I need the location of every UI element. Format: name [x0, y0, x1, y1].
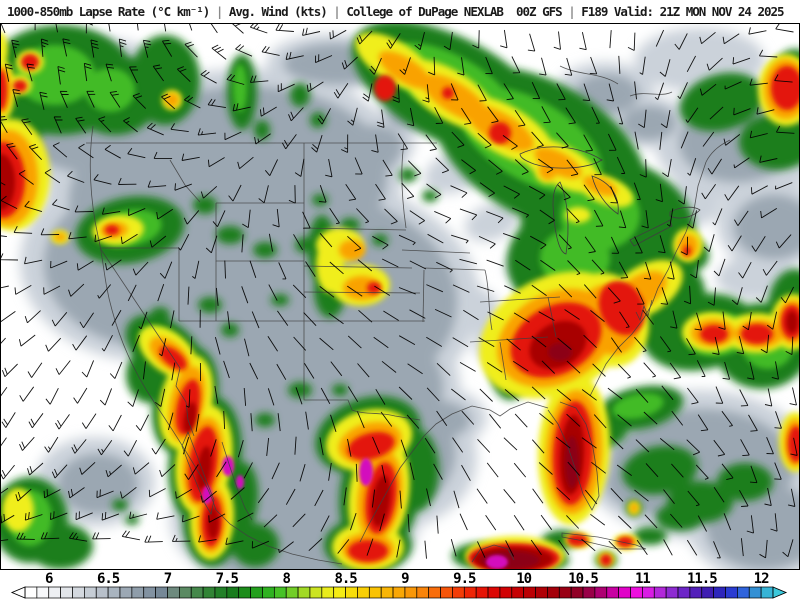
- colorbar-tick-label: 9.5: [453, 571, 476, 587]
- colorbar-tick-label: 9: [401, 571, 410, 587]
- colorbar-tick-labels: 6 6.5 7 7.5 8 8.5 9 9.5 10 10.5 11 11.5 12: [0, 571, 800, 587]
- colorbar-tick-label: 6.5: [96, 571, 120, 587]
- colorbar-tick-label: 8.5: [334, 571, 357, 587]
- title-bar: 1000-850mb Lapse Rate (°C km⁻¹) | Avg. W…: [0, 0, 800, 23]
- colorbar-tick-label: 12: [753, 571, 770, 587]
- title-separator: |: [326, 4, 347, 19]
- map-title: 1000-850mb Lapse Rate (°C km⁻¹) | Avg. W…: [7, 4, 785, 19]
- colorbar-segments: [24, 586, 774, 599]
- title-separator: |: [209, 4, 229, 19]
- map-content: [0, 23, 800, 569]
- great-lakes-outlines: [519, 146, 701, 255]
- colorbar-tick-label: 8: [282, 571, 291, 587]
- title-segment: F189 Valid: 21Z MON NOV 24 2025: [581, 4, 784, 19]
- wind-barbs-layer: [0, 23, 798, 559]
- colorbar: [10, 586, 788, 599]
- title-segment: Avg. Wind (kts): [228, 4, 328, 19]
- title-segment: College of DuPage NEXLAB 00Z GFS: [346, 4, 562, 19]
- title-segment: 1000-850mb Lapse Rate (°C km⁻¹): [7, 4, 210, 19]
- colorbar-tick-label: 7: [163, 571, 173, 587]
- title-separator: |: [561, 4, 582, 19]
- colorbar-underflow-arrow-icon: [10, 586, 26, 599]
- colorbar-tick-label: 7.5: [215, 571, 239, 587]
- colorbar-overflow-arrow-icon: [772, 586, 788, 599]
- colorbar-tick-label: 11.5: [686, 571, 718, 587]
- colorbar-tick-label: 10.5: [568, 571, 599, 587]
- colorbar-tick-label: 10: [516, 571, 532, 587]
- colorbar-tick-label: 6: [44, 571, 54, 587]
- colorbar-tick-label: 11: [634, 571, 651, 587]
- lapse-rate-map: [0, 23, 800, 570]
